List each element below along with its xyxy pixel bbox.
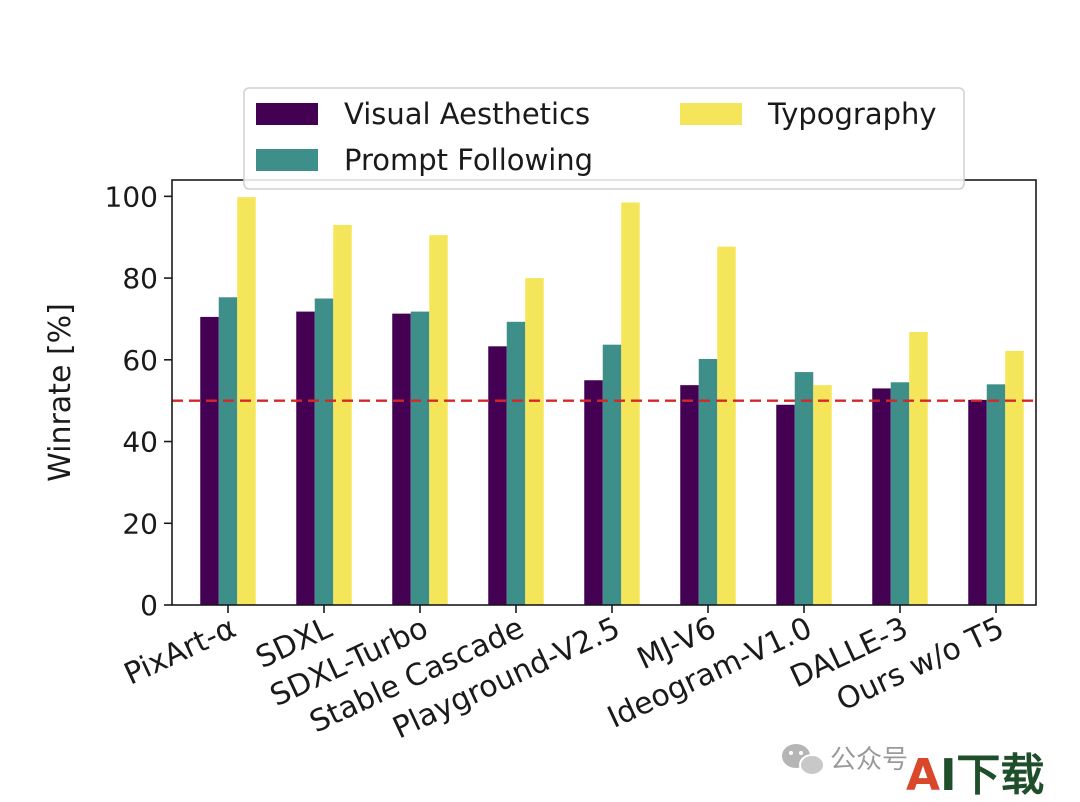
bar-visual-aesthetics-4 — [584, 380, 603, 605]
bar-visual-aesthetics-0 — [200, 316, 219, 605]
bar-prompt-following-0 — [218, 297, 238, 605]
bar-visual-aesthetics-8 — [968, 399, 987, 605]
bar-prompt-following-4 — [602, 344, 622, 605]
bar-visual-aesthetics-3 — [488, 346, 507, 605]
bar-prompt-following-2 — [410, 311, 430, 605]
bars-layer — [200, 197, 1024, 606]
bar-prompt-following-8 — [986, 384, 1006, 605]
legend-label: Prompt Following — [344, 143, 593, 177]
y-axis-ticks: 0 20 40 60 80 100 — [105, 180, 172, 622]
legend-swatch — [256, 149, 318, 171]
legend-box — [243, 87, 965, 190]
watermark-logo-a: A — [906, 750, 940, 801]
bar-typography-5 — [717, 246, 736, 606]
legend-swatch — [256, 103, 318, 125]
legend-label: Visual Aesthetics — [344, 97, 590, 131]
y-tick-label: 100 — [105, 180, 158, 213]
bar-typography-7 — [909, 332, 928, 605]
bar-typography-4 — [621, 202, 640, 606]
bar-prompt-following-6 — [794, 372, 814, 605]
y-tick-label: 20 — [122, 507, 158, 540]
bar-visual-aesthetics-7 — [872, 388, 891, 605]
bar-visual-aesthetics-5 — [680, 385, 699, 605]
y-tick-label: 80 — [122, 262, 158, 295]
watermark-text: 公众号 — [830, 745, 908, 775]
watermark-logo: AI下载 — [906, 750, 1044, 801]
bar-prompt-following-3 — [506, 321, 526, 605]
y-tick-label: 60 — [122, 344, 158, 377]
wechat-icon — [782, 744, 825, 776]
bar-prompt-following-5 — [698, 358, 718, 605]
bar-visual-aesthetics-1 — [296, 311, 315, 605]
watermark-logo-rest: I下载 — [940, 750, 1044, 801]
bar-visual-aesthetics-2 — [392, 313, 411, 605]
legend: Visual Aesthetics Prompt Following Typogra… — [243, 87, 965, 190]
legend-label: Typography — [767, 97, 937, 131]
bar-typography-2 — [429, 235, 448, 606]
watermark: 公众号 AI下载 — [782, 744, 1044, 801]
bar-typography-8 — [1005, 350, 1024, 605]
bar-prompt-following-7 — [890, 382, 910, 605]
bar-typography-6 — [813, 385, 832, 605]
bar-visual-aesthetics-6 — [776, 404, 795, 605]
y-tick-label: 0 — [140, 589, 158, 622]
x-tick-label: PixArt-α — [119, 611, 241, 693]
bar-prompt-following-1 — [314, 298, 334, 605]
y-axis-label: Winrate [%] — [43, 303, 78, 482]
legend-swatch — [680, 103, 742, 125]
bar-typography-1 — [333, 224, 352, 605]
y-tick-label: 40 — [122, 426, 158, 459]
bar-typography-3 — [525, 278, 544, 605]
